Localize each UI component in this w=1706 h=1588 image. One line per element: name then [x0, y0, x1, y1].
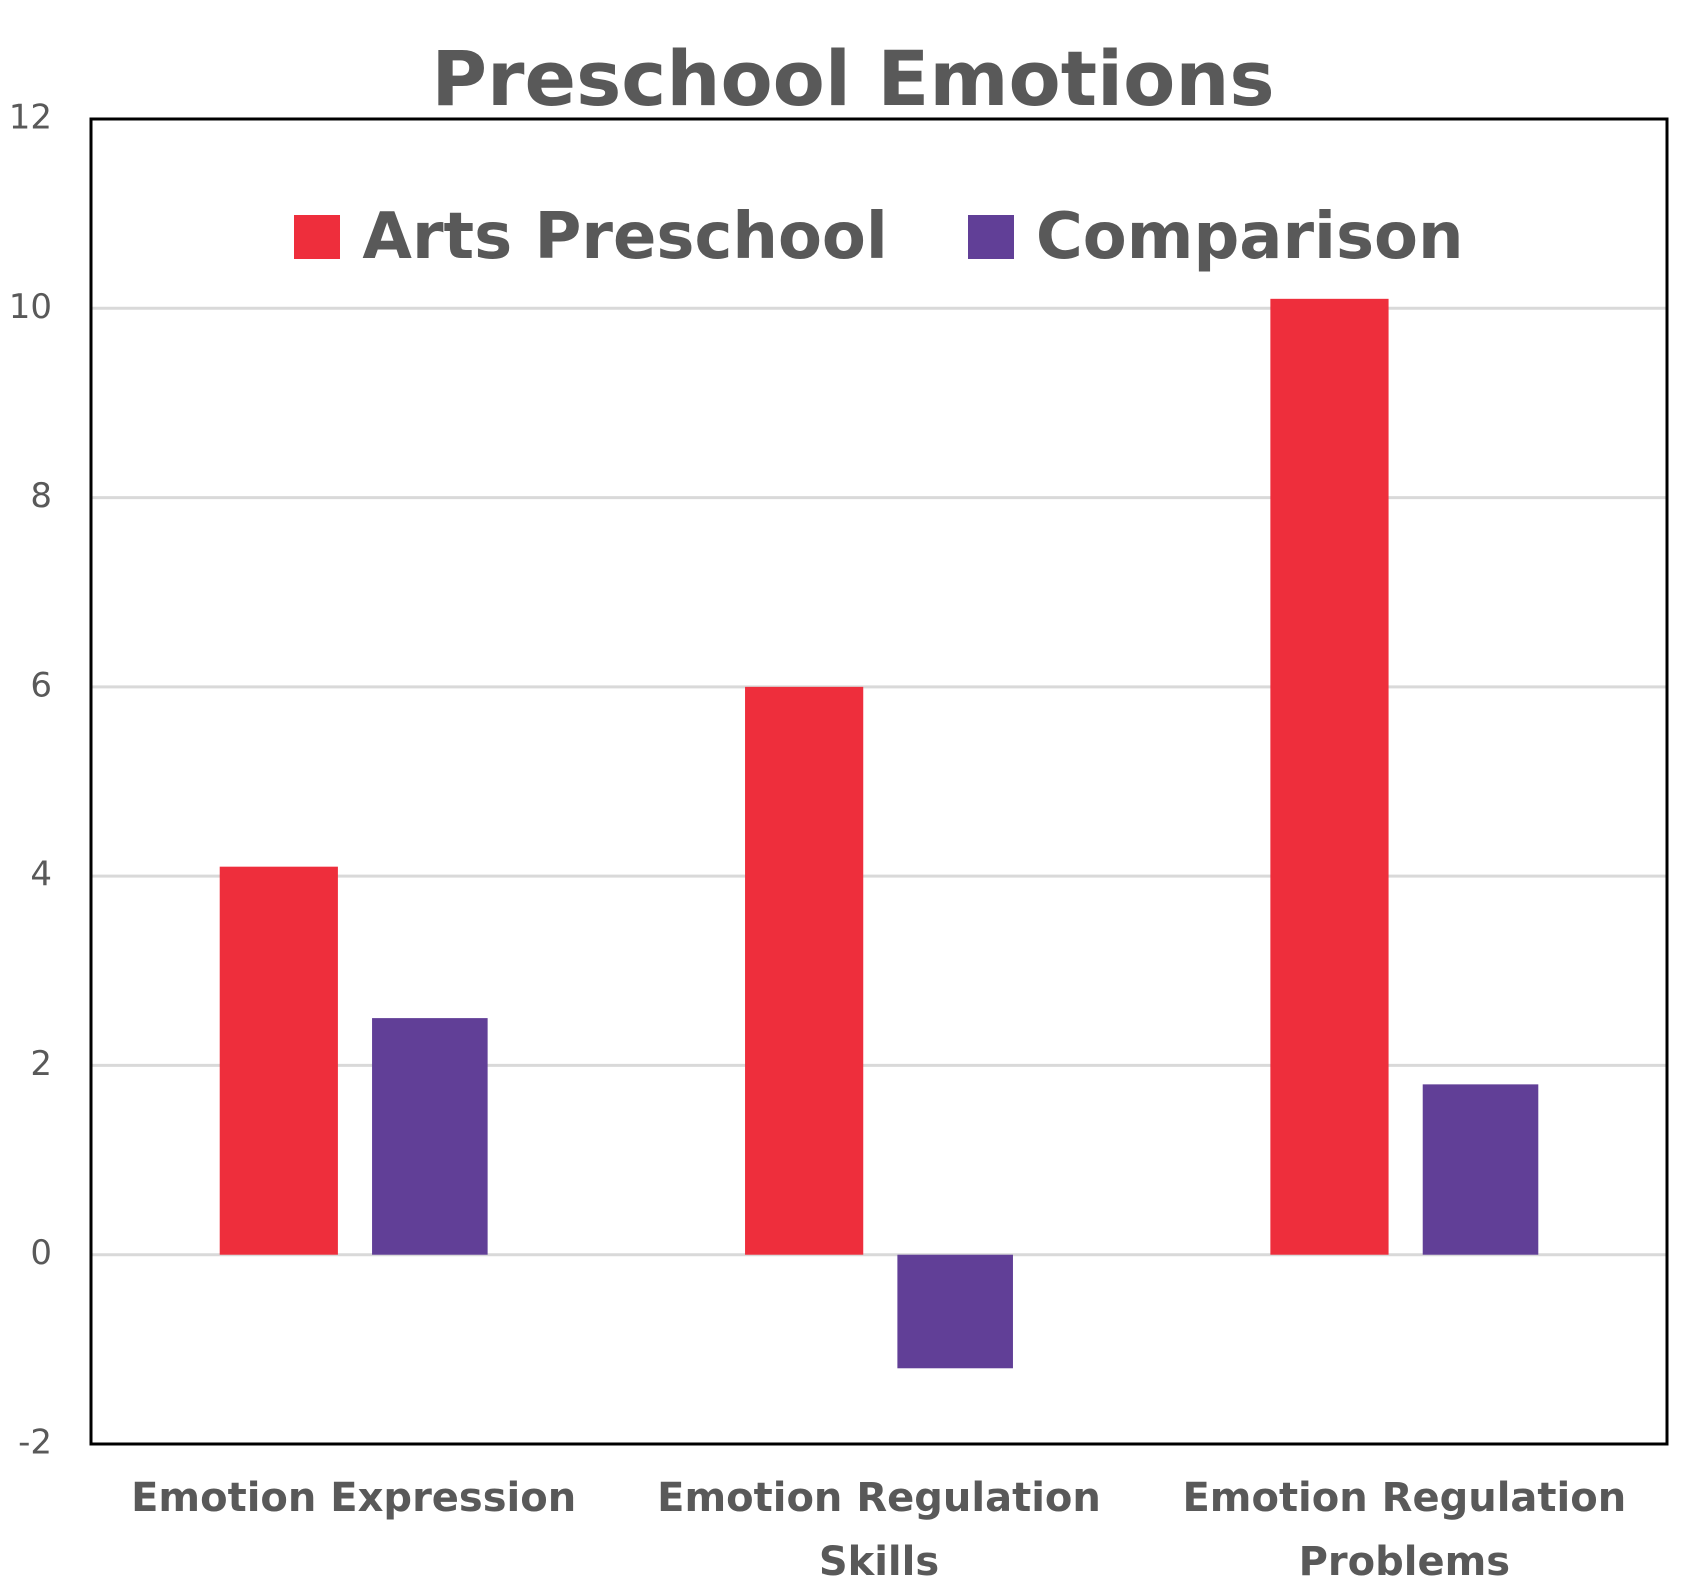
- bar: [897, 1254, 1013, 1369]
- y-tick-label: -2: [18, 1423, 52, 1463]
- bar: [1422, 1084, 1539, 1255]
- x-tick-label: Emotion Regulation Problems: [1182, 1475, 1627, 1585]
- legend-label: Arts Preschool: [362, 200, 888, 274]
- bar: [372, 1018, 488, 1255]
- chart-title: Preschool Emotions: [431, 34, 1274, 123]
- legend-swatch: [967, 215, 1014, 259]
- legend-item: Arts Preschool: [294, 200, 888, 274]
- y-tick-label: 10: [9, 287, 52, 327]
- x-tick-label: Emotion Regulation Skills: [657, 1475, 1101, 1585]
- legend: Arts Preschool Comparison: [91, 200, 1667, 274]
- y-tick-label: 6: [30, 665, 52, 705]
- y-tick-label: 2: [30, 1044, 52, 1084]
- plot-border: [89, 117, 1669, 1446]
- bar: [219, 866, 338, 1255]
- x-tick-label: Emotion Expression: [131, 1475, 577, 1521]
- y-tick-label: 0: [30, 1233, 52, 1273]
- y-tick-label: 12: [9, 98, 52, 138]
- legend-item: Comparison: [967, 200, 1464, 274]
- bar: [745, 686, 864, 1255]
- y-tick-label: 8: [30, 476, 52, 516]
- bar: [1270, 298, 1389, 1255]
- legend-label: Comparison: [1035, 200, 1464, 274]
- y-tick-label: 4: [30, 855, 52, 895]
- legend-swatch: [294, 215, 341, 259]
